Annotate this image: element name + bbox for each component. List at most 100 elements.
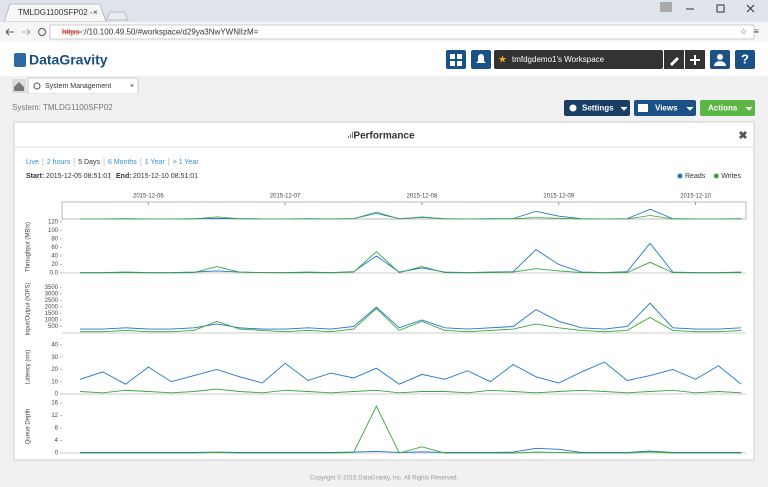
y-tick-label: 30 [51,355,58,361]
app-tab-close[interactable]: × [130,83,134,90]
y-axis-label: Latency (ms) [26,350,32,385]
y-tick-label: 0 [55,392,59,398]
legend-swatch [713,173,719,179]
y-axis-label: Queue Depth [26,409,32,445]
y-axis-label: Input/Output (IOPS) [26,282,32,335]
series-line [79,361,742,385]
panel-close[interactable]: ✖ [738,130,747,142]
overview-frame [61,201,747,220]
y-axis-label: Throughput (MB/s) [26,222,32,272]
y-tick-label: 20 [51,262,58,268]
range-selector: Live 2 hours 5 Days 6 Months 1 Year > 1 Year [26,158,199,166]
end-label: End: [116,173,132,180]
settings-button[interactable] [564,100,630,116]
address-bar[interactable] [49,24,755,40]
system-label: System: TMLDG1100SFP02 [12,103,113,112]
series-line [80,251,742,274]
user-icon [717,54,723,60]
y-tick-label: 4 [55,438,59,444]
start-label: Start: [26,173,44,180]
legend: Reads Writes [677,173,741,180]
range-link[interactable]: 2 hours [47,159,71,166]
y-tick-label: 10 [51,379,58,385]
x-tick-label: 2015-12-06 [133,194,164,200]
help-button[interactable] [735,50,755,69]
tab-title: TMLDG1100SFP02 - [18,8,93,17]
legend-swatch [677,173,683,179]
y-tick-label: 8 [55,426,59,432]
legend-label: Writes [721,173,741,180]
y-tick-label: 3000 [45,292,59,298]
range-link[interactable]: > 1 Year [173,159,200,166]
panel-title: Performance [353,131,415,142]
reload[interactable] [38,28,46,36]
edit-button[interactable] [664,50,684,69]
close-window[interactable] [746,4,755,13]
views-label: Views [655,104,678,113]
settings-label: Settings [582,104,614,113]
series-line [80,302,742,330]
y-tick-label: 3500 [45,285,59,291]
gear-icon [569,104,577,112]
star-icon: ★ [498,55,507,66]
y-tick-label: 40 [51,254,58,260]
user-icon-body [714,61,726,66]
views-button[interactable] [634,100,696,116]
y-tick-label: 100 [48,228,59,234]
range-link[interactable]: 6 Months [108,159,137,166]
charts: 2015-12-06 2015-12-07 2015-12-08 2015-12-09… [26,194,747,457]
series-line [80,307,742,333]
app-tab-title: System Management [45,83,111,90]
apps-button[interactable] [446,50,466,69]
y-tick-label: 2000 [45,305,59,311]
y-tick-label: 0 [55,451,59,457]
y-tick-label: 16 [51,401,58,407]
series-line [80,447,742,453]
y-tick-label: 12 [51,413,58,419]
range-link[interactable]: 1 Year [145,159,166,166]
forward[interactable] [22,28,31,36]
end-value: 2015-12-10 08:51:01 [133,173,198,180]
help-label: ? [741,51,749,66]
back[interactable] [5,28,14,36]
x-tick-label: 2015-12-08 [407,194,438,200]
panel [13,121,755,461]
y-tick-label: 80 [51,236,58,242]
apps-icon [450,54,462,66]
maximize[interactable] [716,4,725,13]
workspace-selector[interactable] [494,50,663,69]
y-tick-label: 1000 [45,318,59,324]
start-value: 2015-12-05 08:51:01 [46,173,111,180]
power-icon [33,82,41,90]
bell-icon [476,54,486,63]
home-icon [14,82,24,91]
x-tick-label: 2015-12-09 [543,194,574,200]
new-tab[interactable] [105,11,129,21]
y-tick-label: 2500 [45,298,59,304]
tab-strip [0,76,768,94]
workspace-name: tmfdgdemo1's Workspace [512,55,605,64]
dropdown-carets [620,106,753,111]
range-link[interactable]: 5 Days [78,159,100,166]
range-link[interactable]: Live [26,159,39,166]
actions-button[interactable] [700,100,755,116]
y-tick-label: 40 [51,342,58,348]
y-tick-label: 500 [48,324,59,330]
series-line [80,405,742,454]
bookmark-star[interactable]: ☆ [740,27,747,36]
logo: DataGravity [29,52,108,68]
actions-label: Actions [708,104,738,113]
x-tick-label: 2015-12-10 [680,194,711,200]
menu[interactable]: ≡ [754,27,759,36]
x-tick-label: 2015-12-07 [270,194,301,200]
views-icon [638,104,648,112]
profile-icon[interactable] [660,2,672,12]
tab-close[interactable]: × [93,8,98,17]
pencil-icon [670,57,679,66]
plus-icon [690,55,700,65]
legend-label: Reads [685,173,706,180]
y-tick-label: 1500 [45,311,59,317]
overview-line [80,211,742,220]
footer: Copyright © 2015 DataGravity, Inc. All R… [310,475,459,482]
